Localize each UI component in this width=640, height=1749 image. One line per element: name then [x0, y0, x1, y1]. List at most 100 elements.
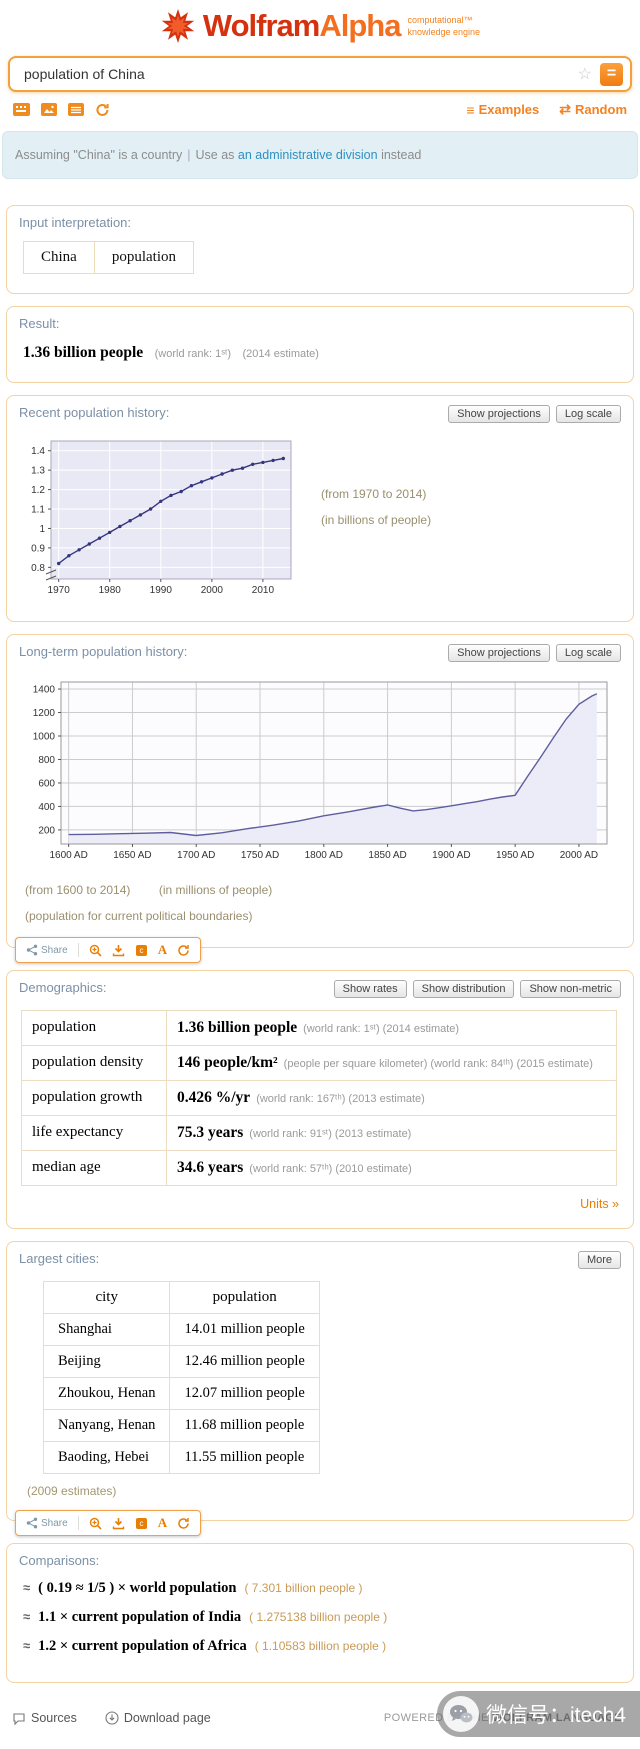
column-header-population: population — [169, 1281, 320, 1314]
pod-title: Result: — [19, 316, 60, 331]
brand-logo[interactable]: WolframAlpha — [203, 6, 402, 46]
approx-symbol: ≈ — [23, 1609, 31, 1624]
table-row: life expectancy 75.3 years (world rank: 9… — [21, 1115, 617, 1151]
history-icon[interactable] — [95, 103, 110, 117]
more-button[interactable]: More — [577, 1251, 621, 1269]
result-estimate-year: (2014 estimate) — [242, 348, 319, 360]
svg-text:1980: 1980 — [99, 585, 122, 596]
result-world-rank: (world rank: 1ˢᵗ) — [154, 348, 232, 360]
units-link[interactable]: Units » — [580, 1197, 619, 1211]
show-projections-button[interactable]: Show projections — [448, 405, 550, 423]
demographic-value: 1.36 billion people — [177, 1019, 298, 1036]
pod-title: Recent population history: — [19, 405, 170, 420]
image-upload-icon[interactable] — [41, 103, 57, 116]
input-interpretation-table: China population — [23, 241, 195, 274]
svg-text:1000: 1000 — [33, 732, 56, 743]
city-name: Zhoukou, Henan — [42, 1377, 171, 1410]
keyboard-icon[interactable] — [13, 103, 30, 116]
approx-symbol: ≈ — [23, 1638, 31, 1653]
demographic-value: 34.6 years — [177, 1159, 244, 1176]
log-scale-button[interactable]: Log scale — [555, 644, 621, 662]
cdf-icon[interactable]: c — [135, 1517, 148, 1530]
demographic-label: population — [21, 1010, 167, 1046]
cdf-icon[interactable]: c — [135, 944, 148, 957]
svg-text:1.3: 1.3 — [31, 466, 45, 477]
pod-largest-cities: Largest cities: More city population Sha… — [6, 1241, 634, 1536]
pod-title: Demographics: — [19, 980, 107, 995]
table-row: population density 146 people/km² (people… — [21, 1045, 617, 1081]
assumption-separator: | — [187, 148, 191, 162]
chart-unit-note: (in billions of people) — [321, 513, 432, 527]
share-button[interactable]: Share — [26, 1517, 68, 1529]
pod-share-toolbar: Share c A — [15, 937, 202, 963]
download-image-icon[interactable] — [112, 1517, 125, 1530]
compute-button[interactable]: = — [600, 62, 623, 86]
share-icon — [26, 944, 38, 956]
table-row: Beijing 12.46 million people — [42, 1345, 320, 1378]
sources-link[interactable]: Sources — [12, 1711, 77, 1725]
pod-result: Result: 1.36 billion people (world rank:… — [6, 306, 634, 383]
show-non-metric-button[interactable]: Show non-metric — [520, 980, 621, 998]
favorite-star-icon[interactable]: ☆ — [577, 66, 592, 83]
show-rates-button[interactable]: Show rates — [333, 980, 407, 998]
quick-links: ≡ Examples ⇄ Random — [466, 101, 627, 118]
search-input[interactable] — [22, 65, 578, 83]
pod-input-interpretation: Input interpretation: China population — [6, 205, 634, 294]
assumption-bar: Assuming "China" is a country | Use as an … — [2, 131, 638, 179]
download-page-link[interactable]: Download page — [105, 1711, 211, 1725]
brand-alpha: Alpha — [319, 8, 401, 43]
examples-link[interactable]: ≡ Examples — [466, 101, 540, 118]
table-row: median age 34.6 years (world rank: 57ᵗʰ) … — [21, 1150, 617, 1186]
show-distribution-button[interactable]: Show distribution — [412, 980, 515, 998]
administrative-division-link[interactable]: an administrative division — [237, 148, 378, 162]
data-upload-icon[interactable] — [68, 103, 84, 116]
svg-text:200: 200 — [38, 825, 55, 836]
random-link[interactable]: ⇄ Random — [559, 101, 627, 117]
largest-cities-table: city population Shanghai 14.01 million pe… — [42, 1281, 320, 1474]
demographic-label: population growth — [21, 1080, 167, 1116]
comparison-text: 1.2 × current population of Africa — [38, 1638, 247, 1654]
wolfram-spikey-logo — [161, 9, 195, 43]
comparison-text: 1.1 × current population of India — [38, 1609, 242, 1625]
zoom-icon[interactable] — [89, 944, 102, 957]
demographic-label: population density — [21, 1045, 167, 1081]
longterm-population-chart: 1600 AD 1650 AD 1700 AD 1750 AD 1800 AD 1850 … — [19, 674, 621, 871]
city-name: Nanyang, Henan — [42, 1409, 171, 1442]
download-image-icon[interactable] — [112, 944, 125, 957]
table-header-row: city population — [42, 1281, 320, 1314]
plaintext-icon[interactable]: A — [157, 942, 168, 957]
svg-text:1700 AD: 1700 AD — [177, 850, 215, 861]
recent-population-chart: 1970 1980 1990 2000 2010 0.8 0.9 1 1.1 1.2 1.3 1.4 — [19, 433, 301, 606]
svg-text:600: 600 — [38, 779, 55, 790]
chart-boundaries-note: (population for current political bounda… — [25, 909, 253, 923]
recompute-icon[interactable] — [177, 944, 190, 957]
recompute-icon[interactable] — [177, 1517, 190, 1530]
svg-text:1.4: 1.4 — [31, 446, 45, 457]
svg-text:c: c — [139, 946, 143, 955]
svg-text:800: 800 — [38, 755, 55, 766]
table-row: Shanghai 14.01 million people — [42, 1313, 320, 1346]
zoom-icon[interactable] — [89, 1517, 102, 1530]
watermark-text: 微信号：itech4 — [485, 1704, 626, 1727]
chart-unit-note: (in millions of people) — [158, 883, 273, 897]
plaintext-icon[interactable]: A — [157, 1515, 168, 1530]
header: WolframAlpha computational™ knowledge en… — [0, 0, 640, 46]
log-scale-button[interactable]: Log scale — [555, 405, 621, 423]
show-projections-button[interactable]: Show projections — [448, 644, 550, 662]
tools-row: ≡ Examples ⇄ Random — [13, 101, 627, 118]
toolbar-divider — [77, 943, 79, 957]
demographic-value: 75.3 years — [177, 1124, 244, 1141]
svg-text:1900 AD: 1900 AD — [432, 850, 470, 861]
svg-text:1750 AD: 1750 AD — [241, 850, 279, 861]
comparison-value: ( 1.10583 billion people ) — [254, 1639, 387, 1653]
comparison-row: ≈ ( 0.19 ≈ 1/5 ) × world population ( 7.… — [23, 1580, 621, 1597]
city-name: Shanghai — [42, 1313, 171, 1346]
comparison-row: ≈ 1.1 × current population of India ( 1.… — [23, 1609, 621, 1626]
svg-text:1: 1 — [39, 524, 45, 535]
search-bar: ☆ = — [8, 56, 632, 92]
table-row: Zhoukou, Henan 12.07 million people — [42, 1377, 320, 1410]
comparison-value: ( 1.275138 billion people ) — [249, 1610, 388, 1624]
interpretation-cell-country: China — [41, 249, 77, 265]
share-button[interactable]: Share — [26, 944, 68, 956]
svg-text:1850 AD: 1850 AD — [368, 850, 406, 861]
